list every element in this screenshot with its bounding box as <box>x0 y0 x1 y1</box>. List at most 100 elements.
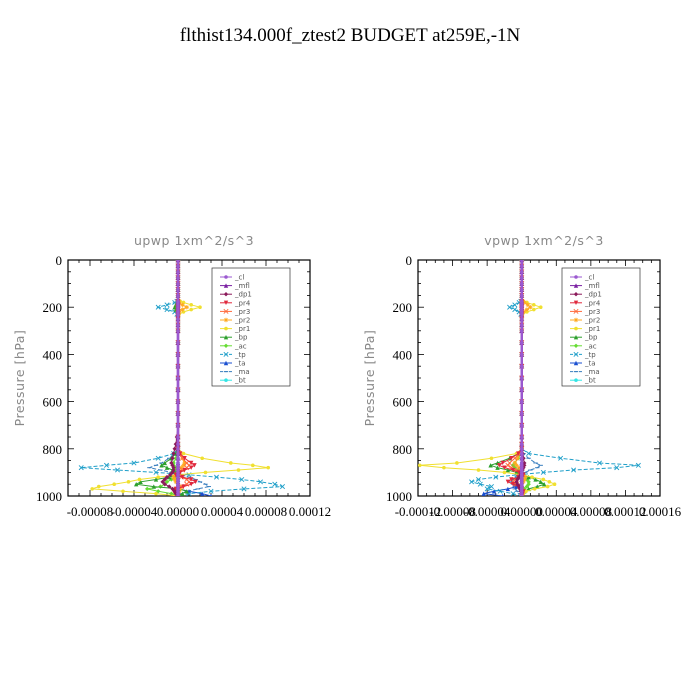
series-point-pr2 <box>522 300 527 305</box>
series-point-cl <box>519 281 524 286</box>
legend-label: _bp <box>234 334 248 342</box>
legend-marker <box>223 351 229 357</box>
series-point-pr1 <box>532 307 536 312</box>
series-point-dp1 <box>164 474 170 480</box>
series-point-ac <box>145 486 150 492</box>
series-point-cl <box>176 364 180 369</box>
series-point-cl <box>519 376 524 380</box>
series-point-pr2 <box>179 465 184 470</box>
series-point-cl <box>176 293 180 298</box>
legend-marker <box>224 275 228 279</box>
legend-label: _dp1 <box>584 291 602 299</box>
series-point-cl <box>519 323 524 327</box>
series-point-bp <box>495 465 500 470</box>
y-axis-label: Pressure [hPa] <box>12 330 27 427</box>
legend-marker <box>573 292 579 297</box>
series-point-bp <box>151 484 156 489</box>
x-ticks: -0.00008-0.00004 0.00000 0.00004 0.00008 0.0… <box>67 260 331 519</box>
series-point-cl <box>176 270 180 274</box>
series-point-bp <box>526 474 531 480</box>
series-point-pr1 <box>126 480 131 484</box>
y-tick-label: 1000 <box>36 489 62 504</box>
x-tick-label: -0.00008 <box>429 504 476 519</box>
series-point-pr1 <box>476 468 481 472</box>
y-tick-label: 800 <box>393 442 413 457</box>
series-point-ac <box>526 482 531 487</box>
series-point-cl <box>176 411 180 416</box>
legend-label: _pr1 <box>584 325 600 333</box>
series-point-pr1 <box>154 491 158 496</box>
series-point-pr1 <box>530 475 534 479</box>
series-point-tp <box>213 474 220 480</box>
legend-marker <box>223 308 229 314</box>
series-point-tp <box>208 488 214 494</box>
series-point-ta <box>505 486 511 492</box>
series-point-ac <box>164 479 170 485</box>
series-point-tp <box>475 476 482 482</box>
series-point-pr1 <box>418 463 422 468</box>
x-tick-label: 0.00004 <box>201 504 244 519</box>
x-tick-label: 0.00008 <box>245 504 287 519</box>
series-point-pr1 <box>181 451 186 456</box>
series-point-cl <box>176 317 180 321</box>
series-point-pr2 <box>171 474 176 480</box>
series-point-tp <box>635 462 641 468</box>
series-group <box>78 260 286 496</box>
series-point-cl <box>176 352 180 357</box>
series-point-pr1 <box>547 480 552 484</box>
series-point-cl <box>176 275 180 280</box>
y-axis-label: Pressure [hPa] <box>362 330 377 427</box>
series-point-tp <box>493 474 499 480</box>
series-point-bp <box>533 477 538 482</box>
series-point-pr2 <box>184 305 189 310</box>
series-point-tp <box>257 479 264 485</box>
series-point-pr2 <box>180 307 185 312</box>
legend-label: _ac <box>584 342 597 350</box>
y-tick-label: 600 <box>43 395 63 410</box>
series-point-dp1 <box>171 465 176 470</box>
legend-label: _tp <box>234 351 246 359</box>
legend-marker <box>223 292 229 297</box>
series-ma <box>509 260 543 496</box>
series-point-pr1 <box>90 487 94 491</box>
legend-label: _pr2 <box>234 317 250 325</box>
series-point-cl <box>519 456 524 461</box>
series-point-pr2 <box>173 479 178 485</box>
series-point-pr4 <box>189 482 194 487</box>
legend-label: _mfl <box>234 282 250 290</box>
series-group <box>418 260 641 496</box>
series-point-pr1 <box>455 461 459 465</box>
series-point-cl <box>519 447 524 451</box>
legend-label: _ma <box>234 368 250 376</box>
series-point-tp <box>279 484 286 490</box>
legend-marker <box>574 378 578 383</box>
series-point-tp <box>78 465 84 471</box>
series-bp <box>488 260 547 496</box>
series-point-tp <box>469 479 475 485</box>
series-point-pr2 <box>172 477 177 482</box>
series-point-ta <box>491 489 497 494</box>
legend-label: _cl <box>234 274 244 282</box>
panel-vpwp: vpwp 1xm^2/s^3 Pressure [hPa] 0 200 400 600 80… <box>362 233 682 519</box>
y-tick-label: 600 <box>393 395 413 410</box>
legend: _cl_mfl_dp1_pr4_pr3_pr2_pr1_bp_ac_tp_ta_… <box>211 267 291 387</box>
legend-label: _bp <box>584 334 598 342</box>
series-cl <box>519 260 524 496</box>
panel-upwp: upwp 1xm^2/s^3 Pressure [hPa] 0 200 400 600 80… <box>12 233 331 519</box>
x-tick-label: -0.00008 <box>67 504 114 519</box>
series-point-bp <box>180 491 185 496</box>
series-point-pr1 <box>189 303 193 307</box>
legend-marker <box>573 351 579 357</box>
series-point-tp <box>114 467 121 473</box>
y-tick-label: 800 <box>43 442 63 457</box>
series-ta <box>175 260 213 496</box>
series-point-pr1 <box>266 465 271 470</box>
series-point-pr4 <box>505 479 511 485</box>
legend-marker <box>573 360 579 366</box>
x-tick-label: -0.00012 <box>395 504 442 519</box>
legend-label: _pr4 <box>234 299 251 307</box>
legend-marker <box>223 360 229 366</box>
legend-label: _pr2 <box>584 317 600 325</box>
series-point-ta <box>200 491 205 496</box>
